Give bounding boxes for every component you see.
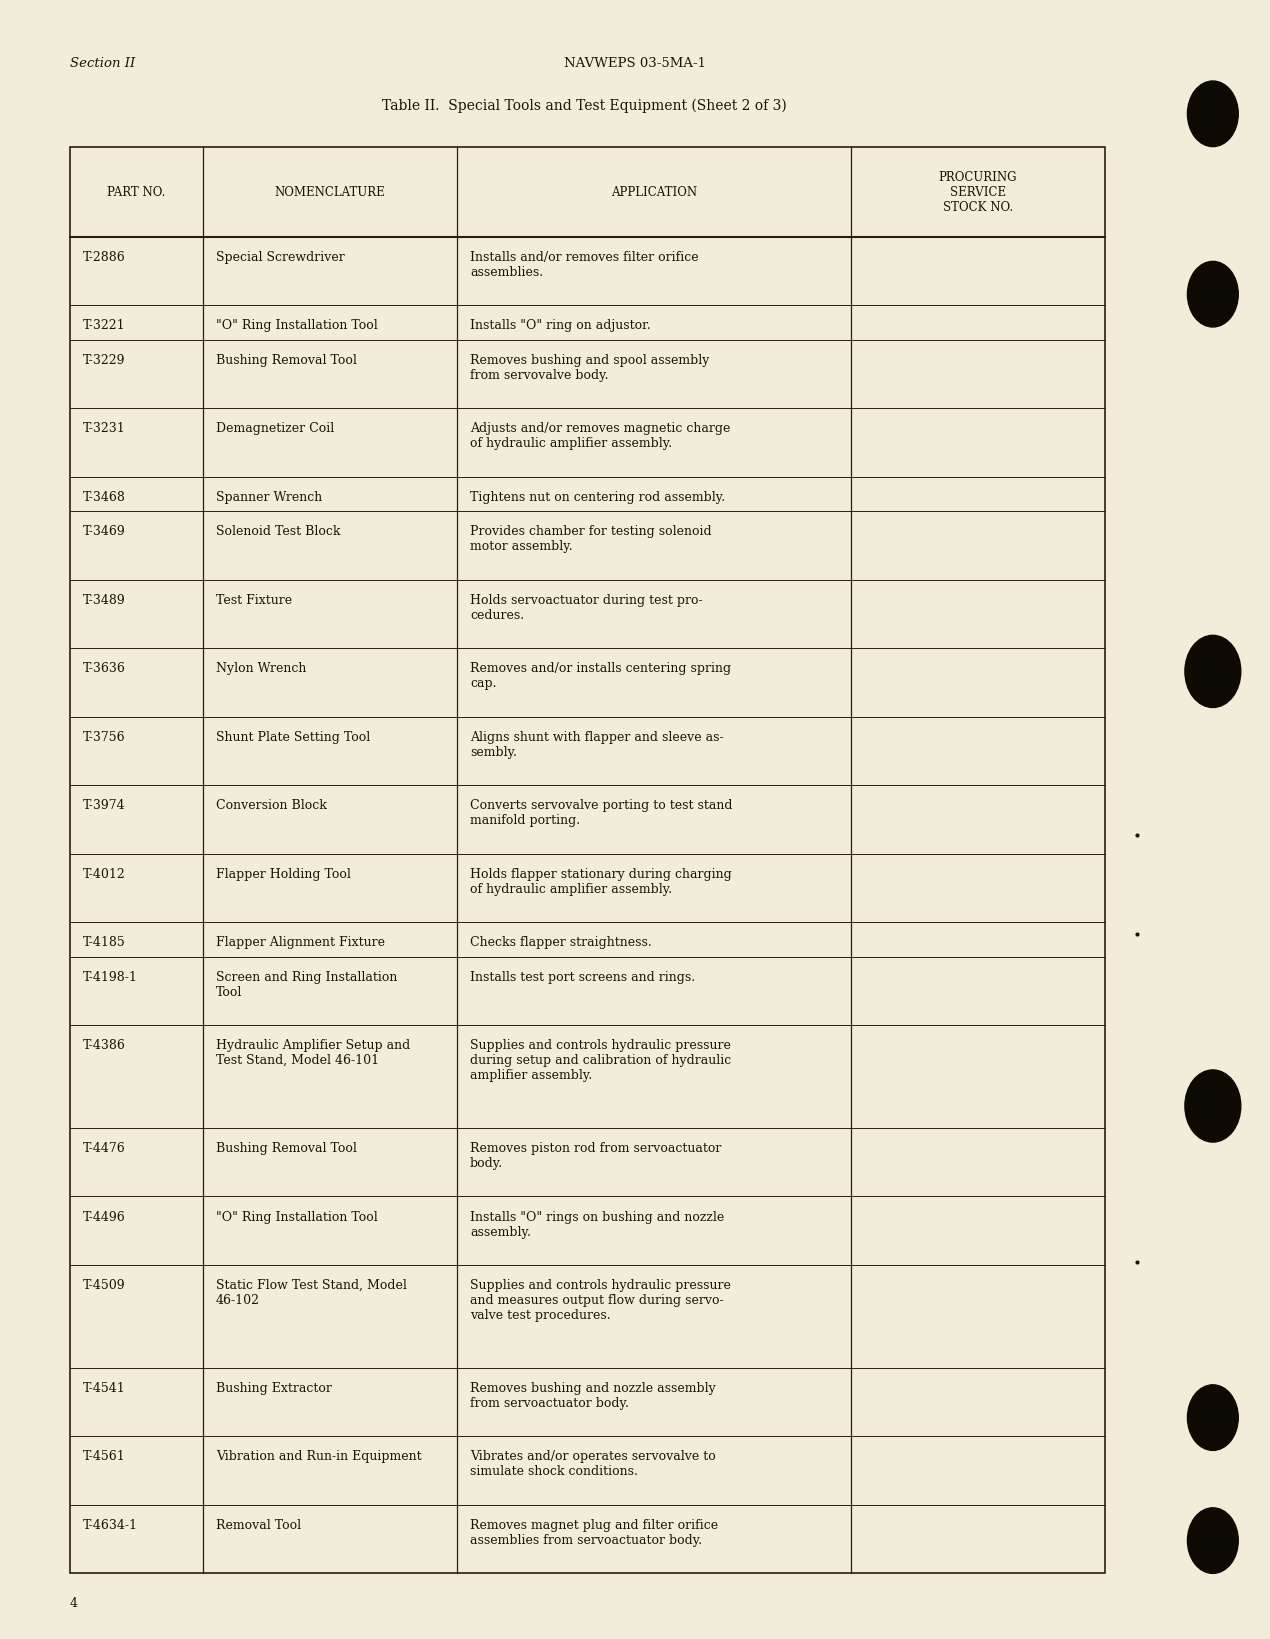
Text: T-4012: T-4012 — [83, 867, 126, 880]
Text: T-4634-1: T-4634-1 — [83, 1518, 137, 1531]
Text: Removes and/or installs centering spring
cap.: Removes and/or installs centering spring… — [470, 662, 732, 690]
Circle shape — [1187, 82, 1238, 148]
Text: Special Screwdriver: Special Screwdriver — [216, 251, 344, 264]
Text: Section II: Section II — [70, 57, 135, 70]
Text: Table II.  Special Tools and Test Equipment (Sheet 2 of 3): Table II. Special Tools and Test Equipme… — [382, 98, 786, 113]
Text: 4: 4 — [70, 1596, 77, 1609]
Text: Solenoid Test Block: Solenoid Test Block — [216, 524, 340, 538]
Text: Holds servoactuator during test pro-
cedures.: Holds servoactuator during test pro- ced… — [470, 593, 702, 621]
Text: Removes magnet plug and filter orifice
assemblies from servoactuator body.: Removes magnet plug and filter orifice a… — [470, 1518, 718, 1546]
Text: T-3229: T-3229 — [83, 354, 124, 367]
Text: Test Fixture: Test Fixture — [216, 593, 292, 606]
Text: T-3231: T-3231 — [83, 421, 126, 434]
Circle shape — [1185, 636, 1241, 708]
Text: Bushing Extractor: Bushing Extractor — [216, 1382, 331, 1395]
Text: Removes bushing and nozzle assembly
from servoactuator body.: Removes bushing and nozzle assembly from… — [470, 1382, 716, 1410]
Text: Installs "O" ring on adjustor.: Installs "O" ring on adjustor. — [470, 320, 650, 333]
Text: Bushing Removal Tool: Bushing Removal Tool — [216, 1141, 357, 1154]
Circle shape — [1185, 1070, 1241, 1142]
Text: Spanner Wrench: Spanner Wrench — [216, 490, 323, 503]
Text: T-4496: T-4496 — [83, 1210, 126, 1223]
Text: T-3756: T-3756 — [83, 731, 126, 742]
Text: Conversion Block: Conversion Block — [216, 798, 326, 811]
Text: Supplies and controls hydraulic pressure
during setup and calibration of hydraul: Supplies and controls hydraulic pressure… — [470, 1039, 732, 1082]
Text: NOMENCLATURE: NOMENCLATURE — [274, 187, 386, 198]
Text: "O" Ring Installation Tool: "O" Ring Installation Tool — [216, 1210, 377, 1223]
Text: PROCURING
SERVICE
STOCK NO.: PROCURING SERVICE STOCK NO. — [939, 170, 1017, 215]
Text: T-3221: T-3221 — [83, 320, 126, 333]
Text: Provides chamber for testing solenoid
motor assembly.: Provides chamber for testing solenoid mo… — [470, 524, 711, 552]
Circle shape — [1187, 1508, 1238, 1573]
Text: T-3974: T-3974 — [83, 798, 126, 811]
Text: Flapper Holding Tool: Flapper Holding Tool — [216, 867, 351, 880]
Text: APPLICATION: APPLICATION — [611, 187, 697, 198]
Text: T-4561: T-4561 — [83, 1449, 126, 1462]
Text: Installs test port screens and rings.: Installs test port screens and rings. — [470, 970, 695, 983]
Text: Flapper Alignment Fixture: Flapper Alignment Fixture — [216, 936, 385, 949]
Text: Aligns shunt with flapper and sleeve as-
sembly.: Aligns shunt with flapper and sleeve as-… — [470, 731, 724, 759]
Circle shape — [1187, 262, 1238, 328]
Text: Screen and Ring Installation
Tool: Screen and Ring Installation Tool — [216, 970, 398, 998]
Text: Bushing Removal Tool: Bushing Removal Tool — [216, 354, 357, 367]
Text: T-3489: T-3489 — [83, 593, 126, 606]
Text: T-3469: T-3469 — [83, 524, 126, 538]
Text: Removal Tool: Removal Tool — [216, 1518, 301, 1531]
Text: Demagnetizer Coil: Demagnetizer Coil — [216, 421, 334, 434]
Circle shape — [1187, 1385, 1238, 1451]
Text: Supplies and controls hydraulic pressure
and measures output flow during servo-
: Supplies and controls hydraulic pressure… — [470, 1278, 730, 1321]
Text: T-4509: T-4509 — [83, 1278, 126, 1292]
Text: T-4386: T-4386 — [83, 1039, 126, 1052]
Text: Converts servovalve porting to test stand
manifold porting.: Converts servovalve porting to test stan… — [470, 798, 733, 826]
Text: T-2886: T-2886 — [83, 251, 126, 264]
Text: Static Flow Test Stand, Model
46-102: Static Flow Test Stand, Model 46-102 — [216, 1278, 406, 1306]
Text: Installs and/or removes filter orifice
assemblies.: Installs and/or removes filter orifice a… — [470, 251, 698, 279]
Text: T-4541: T-4541 — [83, 1382, 126, 1395]
Text: T-3636: T-3636 — [83, 662, 126, 675]
Text: PART NO.: PART NO. — [108, 187, 165, 198]
Text: NAVWEPS 03-5MA-1: NAVWEPS 03-5MA-1 — [564, 57, 706, 70]
Text: Vibration and Run-in Equipment: Vibration and Run-in Equipment — [216, 1449, 422, 1462]
Text: T-4198-1: T-4198-1 — [83, 970, 137, 983]
Text: Hydraulic Amplifier Setup and
Test Stand, Model 46-101: Hydraulic Amplifier Setup and Test Stand… — [216, 1039, 410, 1067]
Bar — [70, 148, 1105, 1573]
Text: Installs "O" rings on bushing and nozzle
assembly.: Installs "O" rings on bushing and nozzle… — [470, 1210, 724, 1237]
Text: Removes piston rod from servoactuator
body.: Removes piston rod from servoactuator bo… — [470, 1141, 721, 1169]
Text: Vibrates and/or operates servovalve to
simulate shock conditions.: Vibrates and/or operates servovalve to s… — [470, 1449, 716, 1477]
Text: Holds flapper stationary during charging
of hydraulic amplifier assembly.: Holds flapper stationary during charging… — [470, 867, 732, 895]
Text: Tightens nut on centering rod assembly.: Tightens nut on centering rod assembly. — [470, 490, 725, 503]
Text: Removes bushing and spool assembly
from servovalve body.: Removes bushing and spool assembly from … — [470, 354, 709, 382]
Text: T-4185: T-4185 — [83, 936, 126, 949]
Text: Checks flapper straightness.: Checks flapper straightness. — [470, 936, 652, 949]
Text: Nylon Wrench: Nylon Wrench — [216, 662, 306, 675]
Text: Shunt Plate Setting Tool: Shunt Plate Setting Tool — [216, 731, 370, 742]
Text: "O" Ring Installation Tool: "O" Ring Installation Tool — [216, 320, 377, 333]
Text: T-4476: T-4476 — [83, 1141, 126, 1154]
Text: T-3468: T-3468 — [83, 490, 126, 503]
Text: Adjusts and/or removes magnetic charge
of hydraulic amplifier assembly.: Adjusts and/or removes magnetic charge o… — [470, 421, 730, 451]
